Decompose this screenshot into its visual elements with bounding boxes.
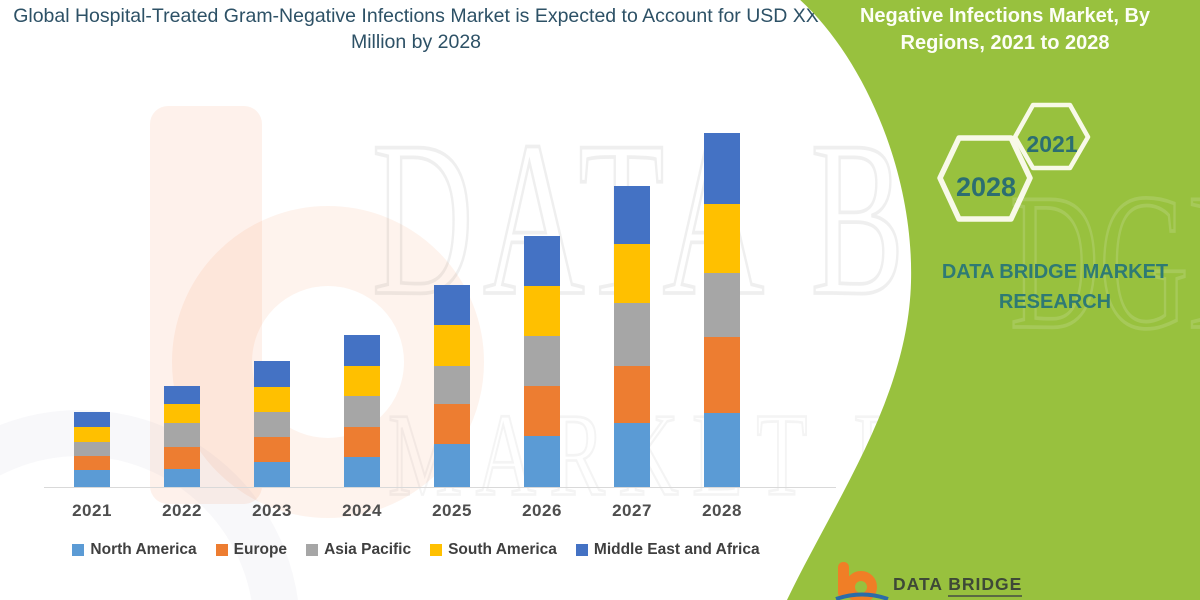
bar-segment-asia-pacific (524, 336, 560, 386)
bar-2026 (524, 0, 560, 600)
x-axis-label-2024: 2024 (342, 501, 382, 520)
legend-swatch-icon (430, 544, 443, 556)
legend-item-middle-east-and-africa: Middle East and Africa (575, 541, 760, 559)
legend-label: Asia Pacific (324, 541, 412, 558)
bar-segment-middle-east-and-africa (434, 285, 470, 325)
bar-2028 (704, 0, 740, 600)
bar-segment-south-america (74, 427, 110, 442)
footer-logo-text: DATA BRIDGE (893, 574, 1023, 597)
bar-2024 (344, 0, 380, 600)
side-panel-title: Negative Infections Market, By Regions, … (845, 3, 1165, 57)
bar-segment-asia-pacific (614, 303, 650, 366)
chart-title: Global Hospital-Treated Gram-Negative In… (13, 5, 819, 53)
legend-label: North America (90, 541, 197, 558)
bar-segment-europe (74, 456, 110, 470)
bar-segment-middle-east-and-africa (164, 386, 200, 404)
hexagon-2028-label: 2028 (956, 172, 1016, 202)
bar-segment-north-america (614, 423, 650, 487)
x-axis-label-2021: 2021 (72, 501, 112, 520)
bar-segment-middle-east-and-africa (614, 186, 650, 244)
bar-segment-europe (704, 337, 740, 413)
bar-segment-middle-east-and-africa (344, 335, 380, 366)
legend-swatch-icon (215, 544, 228, 556)
x-axis-label-2025: 2025 (432, 501, 472, 520)
bar-segment-middle-east-and-africa (254, 361, 290, 387)
x-axis-label-2022: 2022 (162, 501, 202, 520)
bar-segment-south-america (254, 387, 290, 412)
bar-segment-south-america (704, 204, 740, 273)
bar-segment-middle-east-and-africa (74, 412, 110, 427)
bar-2021 (74, 0, 110, 600)
x-axis-line (44, 487, 836, 488)
bar-segment-north-america (164, 469, 200, 487)
bar-segment-asia-pacific (164, 423, 200, 447)
bar-2025 (434, 0, 470, 600)
bar-segment-asia-pacific (704, 273, 740, 337)
bar-segment-north-america (344, 457, 380, 487)
legend-item-south-america: South America (430, 541, 557, 559)
bar-segment-europe (344, 427, 380, 457)
panel-watermark-letters: DGE (1009, 153, 1200, 373)
x-axis-label-2023: 2023 (252, 501, 292, 520)
bar-2023 (254, 0, 290, 600)
x-axis-label-2027: 2027 (612, 501, 652, 520)
footer-logo-word-bridge: BRIDGE (948, 574, 1023, 597)
bar-segment-north-america (254, 462, 290, 487)
bar-segment-europe (614, 366, 650, 423)
bar-2022 (164, 0, 200, 600)
legend-swatch-icon (575, 544, 588, 556)
bar-segment-north-america (74, 470, 110, 487)
chart-legend: North America Europe Asia Pacific South Ame… (10, 541, 822, 559)
brand-text-line2: RESEARCH (998, 291, 1112, 313)
side-panel-title-line1: Negative Infections Market, By (859, 5, 1151, 27)
bar-segment-north-america (434, 444, 470, 487)
x-axis-label-2026: 2026 (522, 501, 562, 520)
bar-2027 (614, 0, 650, 600)
bar-segment-south-america (614, 244, 650, 303)
footer-logo-word-data: DATA (893, 574, 943, 594)
legend-swatch-icon (306, 544, 319, 556)
bar-segment-europe (434, 404, 470, 444)
legend-swatch-icon (72, 544, 85, 556)
brand-text: DATA BRIDGE MARKET RESEARCH (905, 257, 1200, 317)
bar-segment-asia-pacific (254, 412, 290, 437)
legend-label: Middle East and Africa (593, 541, 760, 558)
footer-logo-subline: MARKET RESEARCH (894, 597, 1062, 600)
footer-logo-b-icon (835, 562, 889, 600)
bar-segment-middle-east-and-africa (704, 133, 740, 204)
legend-label: South America (448, 541, 557, 558)
bar-segment-europe (254, 437, 290, 462)
bar-segment-asia-pacific (74, 442, 110, 456)
legend-item-asia-pacific: Asia Pacific (306, 541, 411, 559)
bar-segment-south-america (524, 286, 560, 336)
bar-segment-north-america (704, 413, 740, 487)
bar-segment-asia-pacific (434, 366, 470, 404)
brand-text-line1: DATA BRIDGE MARKET (941, 261, 1169, 283)
x-axis-label-2028: 2028 (702, 501, 742, 520)
bar-segment-south-america (164, 404, 200, 423)
bar-segment-south-america (344, 366, 380, 396)
legend-label: Europe (233, 541, 288, 558)
plot-area: 2021 2022 2023 2024 2025 2026 2027 2028 (44, 0, 836, 600)
legend-item-north-america: North America (72, 541, 197, 559)
bar-segment-middle-east-and-africa (524, 236, 560, 286)
bar-segment-north-america (524, 436, 560, 487)
legend-item-europe: Europe (215, 541, 288, 559)
bar-segment-south-america (434, 325, 470, 366)
side-panel-title-line2: Regions, 2021 to 2028 (900, 32, 1110, 54)
bar-segment-asia-pacific (344, 396, 380, 427)
bar-segment-europe (164, 447, 200, 469)
bar-segment-europe (524, 386, 560, 436)
